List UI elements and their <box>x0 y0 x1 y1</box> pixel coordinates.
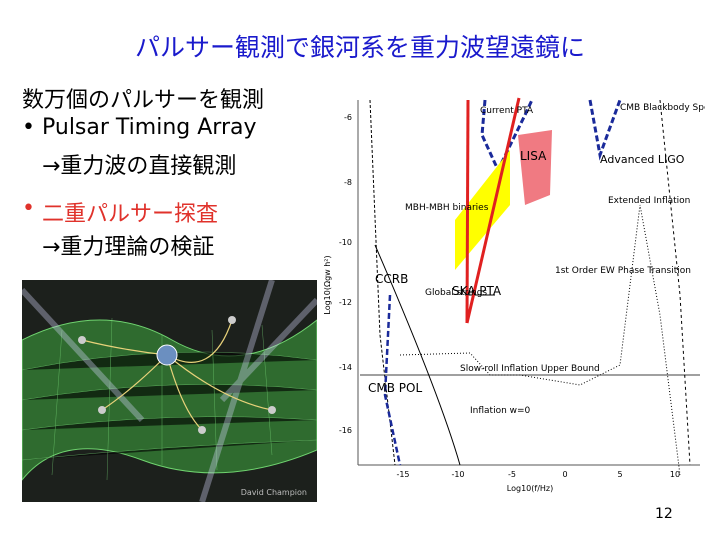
chart-label: 0 <box>562 470 567 479</box>
chart-label: Extended Inflation <box>608 196 690 206</box>
pulsars <box>78 316 276 434</box>
page-number: 12 <box>655 506 673 522</box>
ligo-curve <box>588 99 622 161</box>
body-line: 数万個のパルサーを観測 <box>22 88 265 113</box>
chart-label: Current PTA <box>480 106 534 116</box>
chart-label: -5 <box>508 470 516 479</box>
chart-label: 5 <box>617 470 622 479</box>
bullet: • <box>22 115 35 140</box>
chart-label: -12 <box>339 298 352 307</box>
chart-label: -10 <box>339 238 352 247</box>
chart-label: Log10(Ωgw h²) <box>323 255 332 314</box>
pta-line <box>465 99 470 324</box>
pta-line <box>465 97 521 324</box>
chart-label: -10 <box>451 470 464 479</box>
chart-label: MBH-MBH binaries <box>405 203 489 213</box>
body-line: →重力理論の検証 <box>42 235 215 260</box>
chart-label: CMB POL <box>368 381 422 395</box>
chart-label: Inflation w=0 <box>470 406 531 416</box>
chart-label: 10 <box>670 470 680 479</box>
chart-label: CMB Blackbody Spectrum <box>620 103 705 113</box>
pulsar-illustration: David Champion <box>22 280 317 502</box>
chart-label: -15 <box>396 470 409 479</box>
chart-label: CCRB <box>375 272 408 286</box>
chart-label: -14 <box>339 363 352 372</box>
lisa-region <box>518 130 552 205</box>
earth <box>156 344 178 366</box>
slide-title: パルサー観測で銀河系を重力波望遠鏡に <box>134 33 585 62</box>
chart-label: Slow-roll Inflation Upper Bound <box>460 364 600 374</box>
curve <box>399 204 681 476</box>
body-line: Pulsar Timing Array <box>42 115 257 140</box>
chart-label: -8 <box>344 178 352 187</box>
cmb-curve <box>383 294 402 466</box>
chart-label: -6 <box>344 113 352 122</box>
image-credit: David Champion <box>241 488 307 497</box>
chart-label: -16 <box>339 426 352 435</box>
chart-label: Log10(f/Hz) <box>507 484 553 493</box>
chart-label: 1st Order EW Phase Transition <box>555 266 691 276</box>
gw-spectrum-chart: Current PTA LISA Advanced LIGO CMB Blackbod… <box>323 97 705 493</box>
pulsar-beams <box>22 280 317 502</box>
body-line: 二重パルサー探査 <box>42 202 219 227</box>
chart-label: Global strings <box>425 288 487 298</box>
body-line: →重力波の直接観測 <box>42 154 237 179</box>
chart-label: Advanced LIGO <box>600 153 685 166</box>
chart-label: SKA PTA <box>452 284 502 298</box>
chart-label: LISA <box>520 149 547 163</box>
bullet: • <box>22 196 35 221</box>
